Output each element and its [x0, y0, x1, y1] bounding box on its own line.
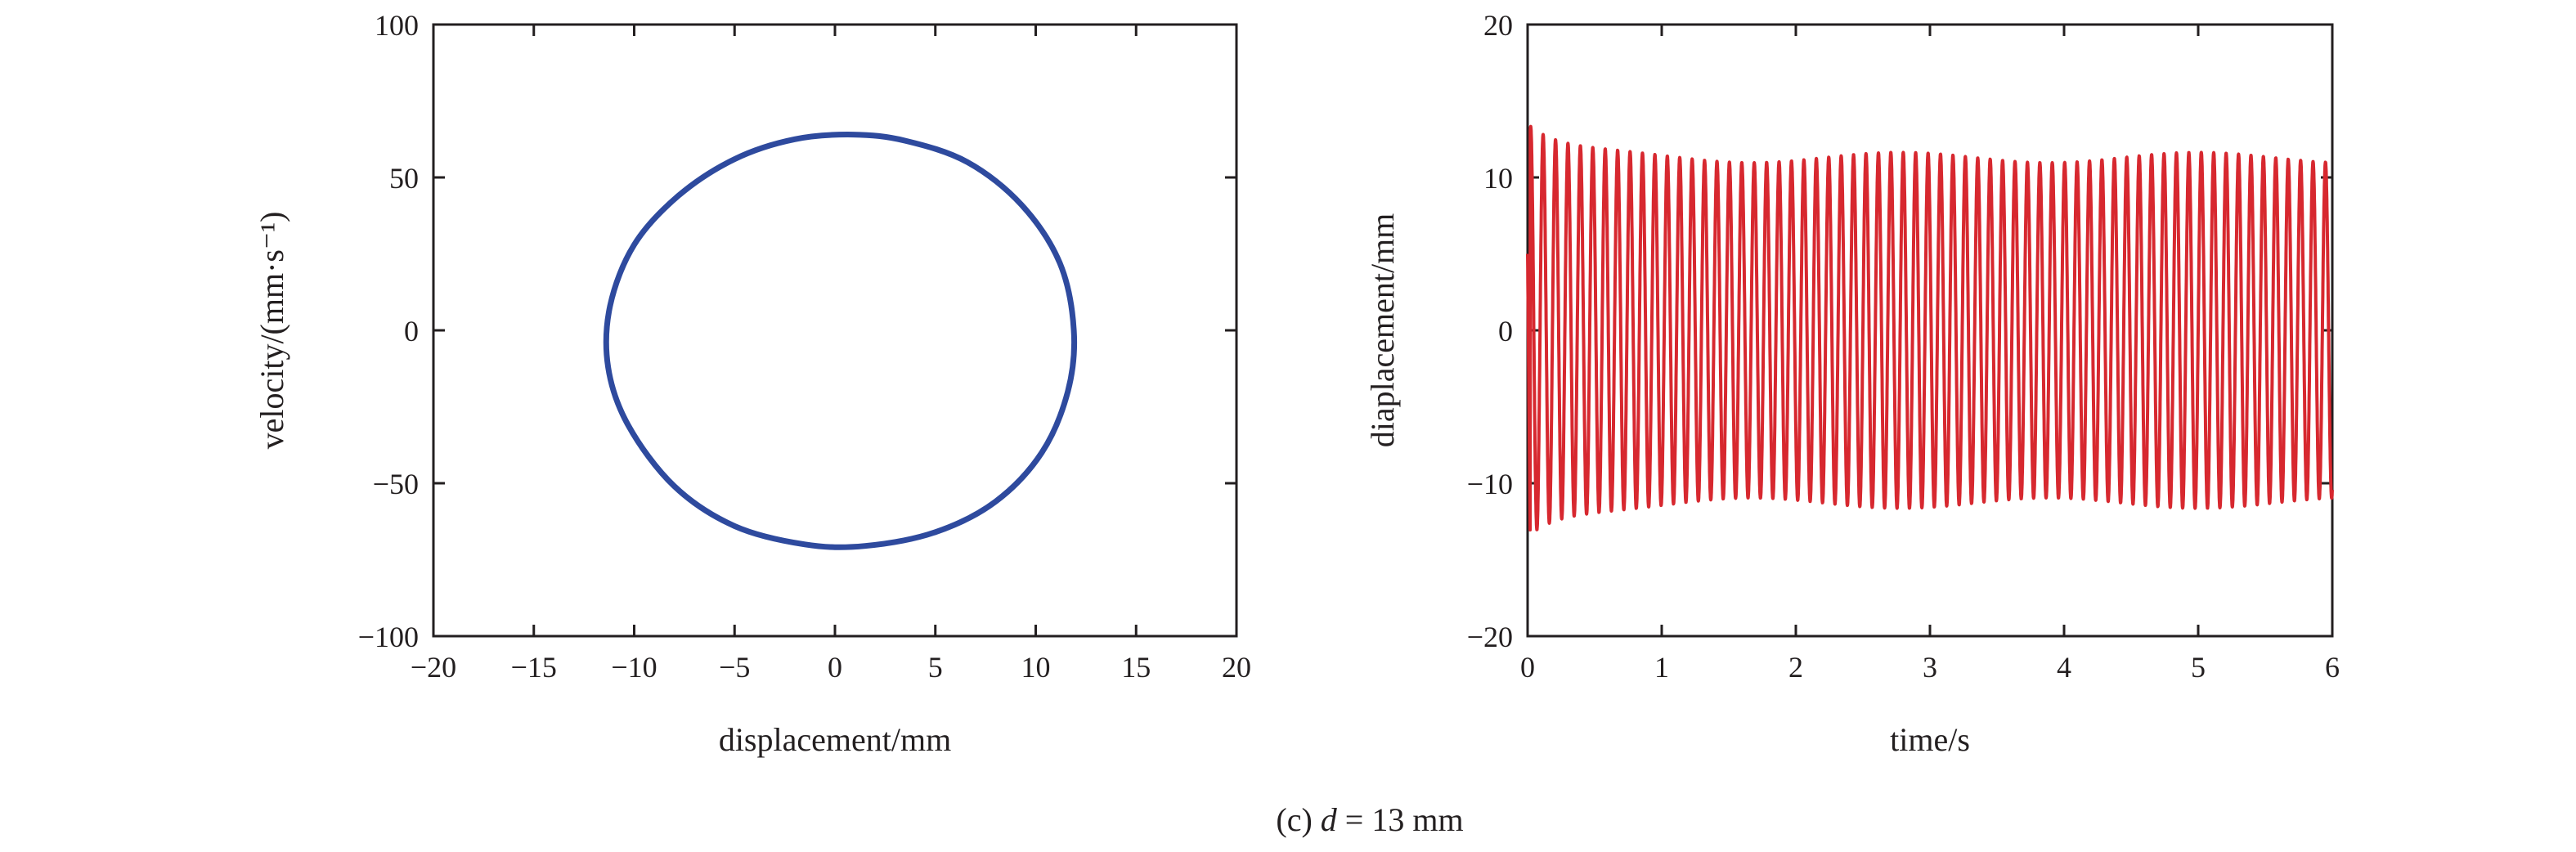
x-tick-label: 15: [1121, 651, 1151, 684]
displacement-curve: [1526, 124, 2334, 531]
x-tick-label: 1: [1654, 651, 1669, 684]
x-tick-label: 5: [928, 651, 943, 684]
y-tick-label: −100: [358, 621, 419, 653]
y-tick-label: −50: [373, 468, 419, 500]
y-tick-label: 100: [375, 9, 419, 42]
time-history-chart: 0 1 2 3 4 5 6 −20 −10 0 10 20 time/s diaplacement/m…: [1364, 9, 2340, 758]
x-axis-label: time/s: [1890, 721, 1970, 758]
x-tick-label: 3: [1923, 651, 1937, 684]
x-tick-label: 0: [828, 651, 842, 684]
y-tick-label: 20: [1483, 9, 1513, 42]
phase-curve: [603, 132, 1078, 550]
y-tick-label: 0: [1498, 315, 1513, 348]
y-tick-label: 0: [404, 315, 419, 348]
x-tick-label: 6: [2325, 651, 2340, 684]
x-tick-label: 10: [1021, 651, 1051, 684]
x-axis-label: displacement/mm: [719, 721, 951, 758]
x-tick-label: 4: [2057, 651, 2071, 684]
caption-variable: d: [1321, 801, 1338, 838]
x-tick-label: 20: [1222, 651, 1251, 684]
figure-caption: (c) d = 13 mm: [1276, 801, 1463, 838]
x-tick-label: 0: [1520, 651, 1535, 684]
caption-suffix: = 13 mm: [1337, 801, 1464, 838]
y-tick-label: −10: [1467, 468, 1513, 500]
y-axis-label: velocity/(mm·s⁻¹): [254, 212, 290, 450]
tick-labels: 0 1 2 3 4 5 6 −20 −10 0 10 20: [1467, 9, 2340, 684]
x-tick-label: −15: [511, 651, 557, 684]
y-axis-label: diaplacement/mm: [1364, 213, 1401, 448]
y-tick-label: 50: [389, 162, 419, 195]
x-tick-label: 2: [1788, 651, 1803, 684]
x-tick-label: 5: [2191, 651, 2206, 684]
y-tick-label: −20: [1467, 621, 1513, 653]
x-tick-label: −20: [411, 651, 456, 684]
x-tick-label: −5: [719, 651, 750, 684]
caption-prefix: (c): [1276, 801, 1320, 838]
y-tick-label: 10: [1483, 162, 1513, 195]
axis-ticks: [432, 23, 1238, 638]
x-tick-label: −10: [611, 651, 657, 684]
